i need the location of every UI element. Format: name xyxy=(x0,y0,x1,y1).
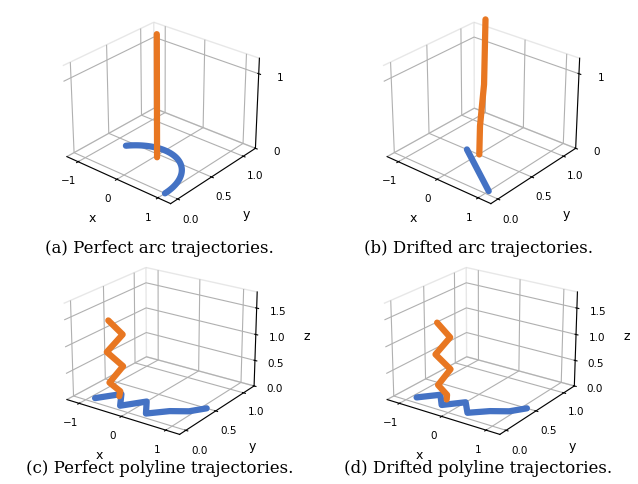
Y-axis label: y: y xyxy=(242,208,249,221)
Y-axis label: y: y xyxy=(248,440,256,453)
Text: (b) Drifted arc trajectories.: (b) Drifted arc trajectories. xyxy=(364,240,593,257)
X-axis label: x: x xyxy=(416,449,423,462)
Text: (a) Perfect arc trajectories.: (a) Perfect arc trajectories. xyxy=(45,240,274,257)
X-axis label: x: x xyxy=(89,212,96,225)
Text: (d) Drifted polyline trajectories.: (d) Drifted polyline trajectories. xyxy=(345,460,612,477)
X-axis label: x: x xyxy=(96,449,103,462)
Y-axis label: y: y xyxy=(563,208,570,221)
Text: (c) Perfect polyline trajectories.: (c) Perfect polyline trajectories. xyxy=(26,460,293,477)
Y-axis label: y: y xyxy=(568,440,576,453)
X-axis label: x: x xyxy=(409,212,417,225)
